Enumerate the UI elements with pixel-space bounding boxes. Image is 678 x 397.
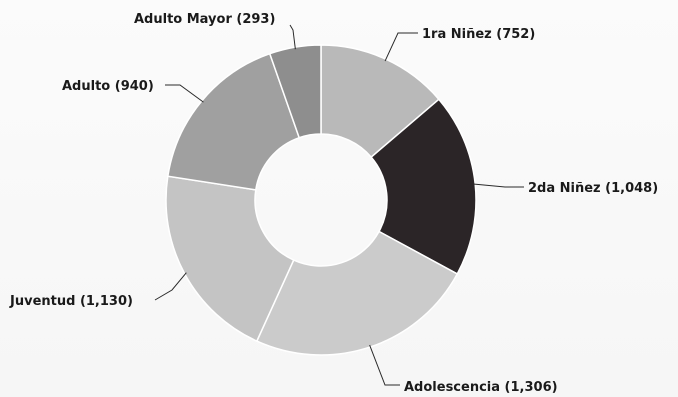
slice-label-adulto-mayor: Adulto Mayor (293) [134, 12, 275, 27]
labels-group: 1ra Niñez (752) 2da Niñez (1,048) Adoles… [9, 12, 658, 395]
slice-adolescencia [255, 230, 459, 356]
slice-2da-niñez [370, 98, 477, 275]
slice-label-juventud: Juventud (1,130) [9, 294, 133, 309]
slice-label-adulto: Adulto (940) [62, 79, 154, 94]
slices-group [165, 44, 477, 356]
slice-juventud [165, 175, 295, 343]
leader-line-adulto-mayor [289, 24, 296, 50]
slice-label-2da-ninez: 2da Niñez (1,048) [528, 181, 658, 196]
leader-lines-group [154, 24, 524, 386]
leader-line-adolescencia [369, 344, 400, 386]
slice-adulto [166, 52, 301, 191]
slice-adulto-mayor [268, 44, 322, 139]
slice-label-1ra-ninez: 1ra Niñez (752) [422, 27, 535, 42]
slice-label-adolescencia: Adolescencia (1,306) [404, 380, 558, 395]
leader-line-adulto [165, 84, 204, 103]
leader-line-juventud [154, 272, 187, 301]
leader-line-1ra-niñez [384, 32, 418, 62]
leader-line-2da-niñez [473, 183, 524, 188]
